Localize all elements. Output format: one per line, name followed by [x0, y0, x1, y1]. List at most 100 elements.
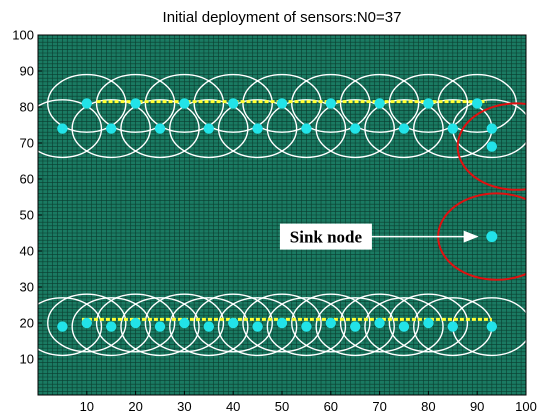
y-tick-label: 80 — [20, 100, 34, 115]
sensing-circle — [169, 297, 249, 357]
sensor-point — [472, 98, 483, 109]
y-tick-label: 30 — [20, 280, 34, 295]
y-tick-label: 60 — [20, 172, 34, 187]
sensor-points — [57, 98, 498, 332]
sensor-point — [447, 321, 458, 332]
target-lines — [81, 100, 492, 321]
sensing-circle — [71, 297, 151, 357]
sensing-circle — [193, 293, 273, 353]
x-tick-label: 70 — [372, 399, 386, 414]
sensor-point — [203, 123, 214, 134]
sensor-point — [276, 317, 288, 329]
sensing-circle — [95, 73, 176, 133]
chart-title: Initial deployment of sensors:N0=37 — [163, 9, 402, 26]
y-tick-label: 70 — [20, 136, 34, 151]
sensing-circle — [242, 73, 322, 133]
sensor-point — [398, 321, 410, 332]
sensor-point — [228, 98, 239, 109]
x-tick-label: 50 — [275, 399, 289, 414]
sensing-circle — [339, 293, 420, 353]
sensing-circle — [38, 297, 103, 357]
x-tick-label: 10 — [80, 399, 94, 414]
sensing-circle — [291, 293, 371, 353]
sensor-point — [486, 123, 498, 134]
sensor-point — [423, 98, 434, 109]
sensing-circle — [266, 99, 347, 159]
y-tick-label: 50 — [20, 208, 34, 223]
sensor-point — [130, 317, 141, 329]
y-tick-label: 100 — [12, 28, 34, 43]
sensor-point — [179, 317, 190, 329]
sensing-circle — [38, 99, 103, 159]
sensor-point — [81, 98, 93, 109]
sensing-circle — [95, 293, 176, 353]
sensor-point — [447, 123, 458, 134]
sensor-point — [57, 321, 68, 332]
sensor-point — [154, 123, 166, 134]
sensing-circle — [315, 297, 395, 357]
annotation-label: Sink node — [290, 228, 363, 247]
sensor-point — [486, 141, 498, 152]
sensor-point — [301, 123, 312, 134]
sensing-circle — [339, 73, 420, 133]
sensor-point — [203, 321, 214, 332]
x-tick-label: 40 — [226, 399, 240, 414]
y-tick-label: 20 — [20, 316, 34, 331]
y-tick-label: 10 — [20, 352, 34, 367]
sensing-circle — [388, 293, 469, 353]
annotation-box — [279, 223, 372, 250]
sensor-point — [130, 98, 141, 109]
sensing-circle — [364, 99, 444, 159]
sensor-point — [350, 321, 361, 332]
sensing-circle — [388, 73, 469, 133]
x-tick-label: 30 — [177, 399, 191, 414]
sensing-circle — [193, 73, 273, 133]
sensor-point — [106, 321, 117, 332]
sensing-circle — [144, 73, 225, 133]
sink-node-point — [486, 231, 498, 243]
sensing-circle — [242, 293, 322, 353]
sensing-circle — [315, 99, 395, 159]
sensing-circles — [38, 73, 526, 357]
y-tick-label: 40 — [20, 244, 34, 259]
sensing-circle — [120, 297, 200, 357]
y-tick-label: 90 — [20, 64, 34, 79]
sink-circle — [456, 102, 526, 191]
x-tick-label: 90 — [470, 399, 484, 414]
sensing-circle — [120, 99, 200, 159]
sensor-point — [228, 317, 239, 329]
sensing-circle — [47, 73, 127, 133]
sensor-point — [106, 123, 117, 134]
sensor-point — [276, 98, 288, 109]
grid-lines — [38, 35, 526, 395]
sensor-point — [325, 317, 336, 329]
sensing-circle — [266, 297, 347, 357]
sensor-point — [154, 321, 166, 332]
sensor-point — [252, 321, 263, 332]
x-tick-label: 100 — [515, 399, 537, 414]
sensing-circle — [291, 73, 371, 133]
sensing-circle — [47, 293, 127, 353]
sensor-point — [350, 123, 361, 134]
sensor-point — [398, 123, 410, 134]
sensing-circle — [217, 99, 298, 159]
sensor-point — [374, 317, 385, 329]
sensing-circle — [169, 99, 249, 159]
x-axis-ticks: 10 20 30 40 50 60 70 80 90 100 — [80, 391, 537, 414]
x-tick-label: 20 — [128, 399, 142, 414]
sensing-circle — [217, 297, 298, 357]
sensor-point — [423, 317, 434, 329]
sensor-point — [252, 123, 263, 134]
y-axis-ticks: 10 20 30 40 50 60 70 80 90 100 — [12, 28, 42, 367]
sensor-point — [179, 98, 190, 109]
sensing-circle — [71, 99, 151, 159]
sensor-point — [486, 321, 498, 332]
sink-node-annotation: Sink node — [279, 223, 479, 250]
sensing-circle — [364, 297, 444, 357]
sensor-point — [374, 98, 385, 109]
sensor-point — [57, 123, 68, 134]
sensor-point — [325, 98, 336, 109]
sensor-point — [301, 321, 312, 332]
x-tick-label: 60 — [324, 399, 338, 414]
